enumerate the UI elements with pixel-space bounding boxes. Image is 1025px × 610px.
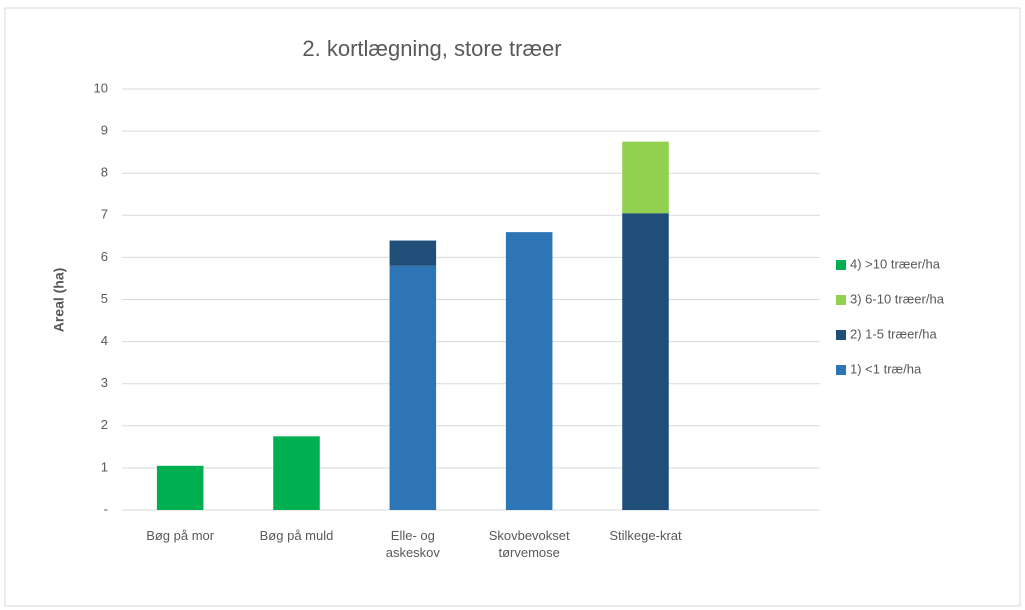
y-tick-label: 8 (101, 165, 108, 180)
y-tick-label: 5 (101, 291, 108, 306)
y-tick-label: 1 (101, 459, 108, 474)
legend-swatch (836, 330, 846, 340)
x-tick-label: Bøg på muld (259, 528, 334, 543)
bar-segment (156, 465, 204, 510)
x-tick-label: Bøg på mor (146, 528, 215, 543)
x-tick-label: Skovbevokset tørvemose (488, 528, 570, 560)
x-tick-label: Elle- og askeskov (385, 528, 440, 560)
legend-swatch (836, 365, 846, 375)
legend-swatch (836, 295, 846, 305)
chart-title: 2. kortlægning, store træer (302, 36, 561, 61)
y-tick-label: 7 (101, 207, 108, 222)
bar-segment (622, 213, 669, 510)
y-tick-label: 6 (101, 249, 108, 264)
x-tick-label: Stilkege-krat (609, 528, 682, 543)
legend-label: 2) 1-5 træer/ha (850, 326, 937, 341)
bar-segment (505, 232, 553, 510)
y-tick-label: 10 (94, 80, 108, 95)
bar-segment (389, 265, 437, 510)
bar-segment (389, 240, 437, 266)
legend-label: 4) >10 træer/ha (850, 256, 941, 271)
legend-swatch (836, 260, 846, 270)
y-axis-label: Areal (ha) (51, 268, 67, 333)
legend-label: 1) <1 træ/ha (850, 361, 922, 376)
y-tick-label: 4 (101, 333, 108, 348)
bar-segment (273, 436, 320, 510)
y-tick-label: 2 (101, 417, 108, 432)
legend-label: 3) 6-10 træer/ha (850, 291, 945, 306)
y-tick-label: - (104, 501, 108, 516)
bar-segment (622, 141, 669, 214)
y-tick-label: 9 (101, 123, 108, 138)
y-tick-label: 3 (101, 375, 108, 390)
